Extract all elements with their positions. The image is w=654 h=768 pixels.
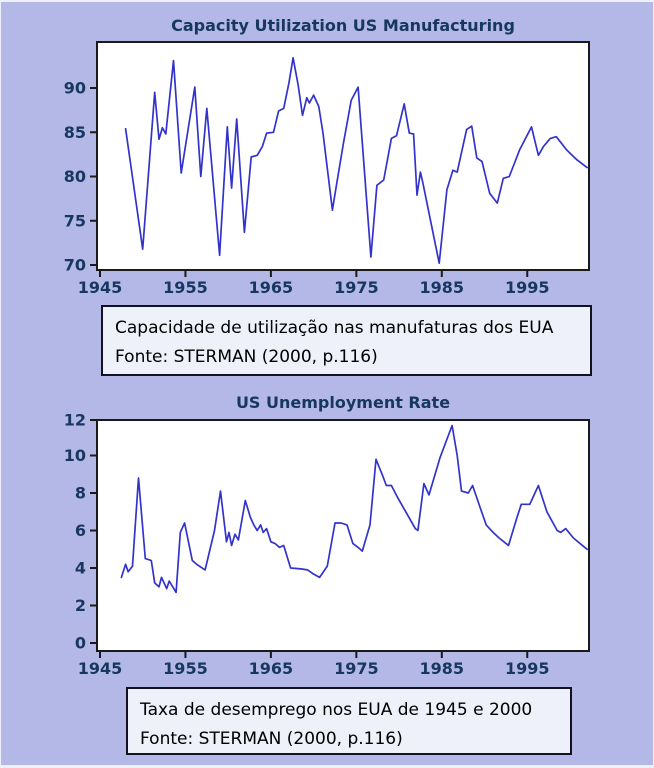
- y-tick-label: 2: [75, 596, 86, 615]
- y-tick-label: 0: [75, 634, 86, 653]
- y-tick-label: 70: [64, 256, 86, 275]
- y-tick-label: 85: [64, 123, 86, 142]
- x-tick-label: 1985: [420, 278, 465, 297]
- y-tick-label: 90: [64, 79, 86, 98]
- caption-text: Capacidade de utilização nas manufaturas…: [115, 318, 554, 338]
- y-tick-label: 75: [64, 211, 86, 230]
- y-tick-label: 4: [75, 559, 86, 578]
- x-tick-label: 1945: [78, 278, 123, 297]
- caption-text: Taxa de desemprego nos EUA de 1945 e 200…: [140, 700, 533, 720]
- caption-box-unemployment: Taxa de desemprego nos EUA de 1945 e 200…: [126, 687, 572, 755]
- y-tick-label: 10: [64, 446, 86, 465]
- y-tick-label: 80: [64, 167, 86, 186]
- x-tick-label: 1945: [78, 659, 123, 678]
- x-tick-label: 1955: [163, 278, 208, 297]
- x-tick-label: 1965: [249, 278, 294, 297]
- y-tick-label: 6: [75, 521, 86, 540]
- x-tick-label: 1965: [249, 659, 294, 678]
- x-tick-label: 1995: [505, 278, 550, 297]
- data-line-capacity: [124, 57, 588, 265]
- x-tick-label: 1955: [163, 659, 208, 678]
- plot-frame-unemployment: [96, 419, 590, 652]
- y-tick-label: 8: [75, 484, 86, 503]
- plot-frame-capacity: [96, 41, 590, 271]
- caption-box-capacity-utilization: Capacidade de utilização nas manufaturas…: [101, 305, 592, 376]
- chart-title-unemployment: US Unemployment Rate: [236, 393, 450, 412]
- caption-source: Fonte: STERMAN (2000, p.116): [140, 729, 403, 749]
- x-tick-label: 1985: [420, 659, 465, 678]
- data-line-unemployment: [120, 424, 588, 594]
- y-tick-label: 12: [64, 411, 86, 430]
- x-tick-label: 1995: [505, 659, 550, 678]
- x-tick-label: 1975: [334, 659, 379, 678]
- x-tick-label: 1975: [334, 278, 379, 297]
- chart-title-capacity: Capacity Utilization US Manufacturing: [171, 16, 515, 35]
- caption-source: Fonte: STERMAN (2000, p.116): [115, 347, 378, 367]
